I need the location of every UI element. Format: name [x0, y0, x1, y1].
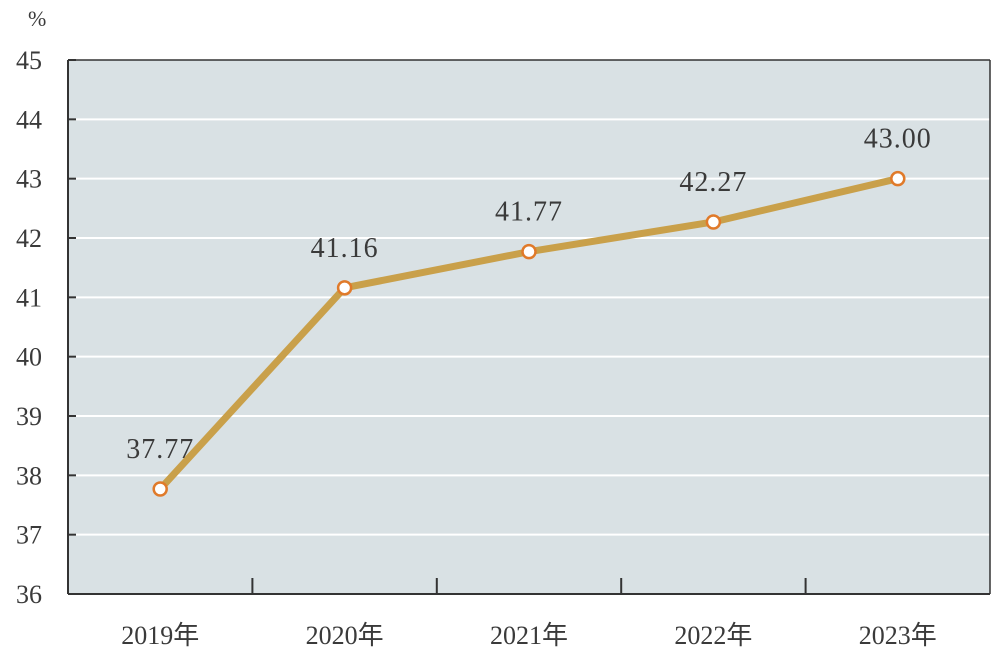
- x-tick-label: 2023年: [859, 621, 937, 650]
- y-tick-label: 45: [16, 46, 42, 75]
- x-tick-label: 2021年: [490, 621, 568, 650]
- data-point-marker: [890, 170, 906, 187]
- data-point-marker: [521, 243, 537, 260]
- y-axis-ticks: 36 37 38 39 40 41 42 43 44 45: [16, 46, 76, 609]
- x-tick-label: 2022年: [674, 621, 752, 650]
- y-tick-label: 40: [16, 343, 42, 372]
- y-tick-label: 42: [16, 224, 42, 253]
- data-markers: [152, 170, 906, 497]
- y-axis-unit-label: %: [28, 6, 46, 31]
- y-tick-label: 38: [16, 461, 42, 490]
- data-label: 43.00: [864, 124, 932, 155]
- data-label: 41.77: [495, 197, 563, 228]
- axes: [67, 59, 991, 595]
- x-tick-label: 2020年: [306, 621, 384, 650]
- data-labels: 37.77 41.16 41.77 42.27 43.00: [126, 124, 932, 465]
- y-tick-label: 43: [16, 165, 42, 194]
- gridlines: [68, 118, 990, 536]
- data-point-marker: [705, 214, 722, 230]
- data-point-marker: [152, 481, 168, 497]
- y-tick-label: 36: [16, 580, 42, 609]
- x-tick-label: 2019年: [121, 621, 199, 650]
- data-label: 37.77: [126, 434, 194, 465]
- y-tick-label: 44: [16, 105, 42, 134]
- y-tick-label: 41: [16, 283, 42, 312]
- y-tick-label: 37: [16, 521, 42, 550]
- x-axis-ticks: 2019年 2020年 2021年 2022年 2023年: [121, 578, 937, 650]
- y-tick-label: 39: [16, 402, 42, 431]
- data-label: 41.16: [311, 233, 379, 264]
- plot-area: [68, 60, 990, 594]
- data-label: 42.27: [679, 167, 747, 198]
- data-point-marker: [336, 280, 353, 296]
